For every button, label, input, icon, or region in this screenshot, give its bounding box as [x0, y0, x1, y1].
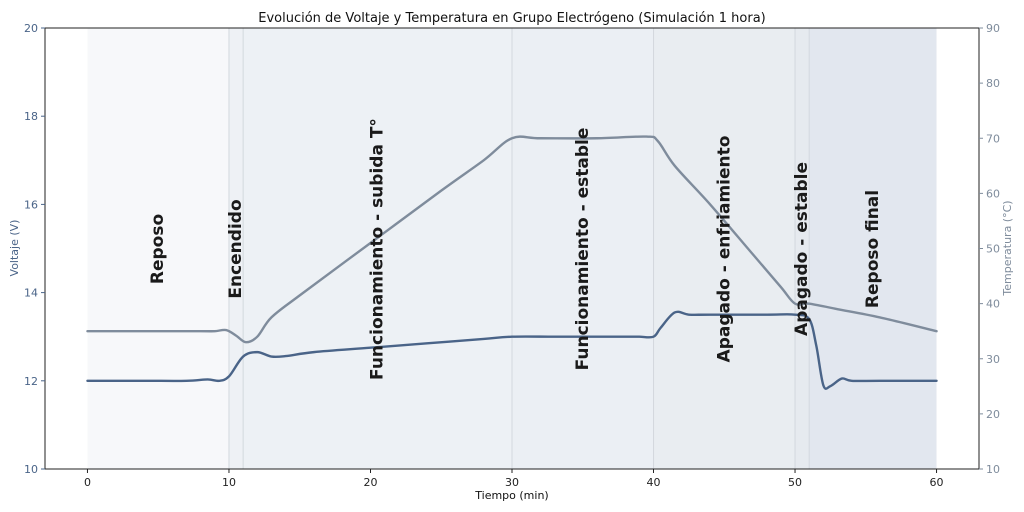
y-right-tick-label: 90: [986, 22, 1000, 35]
phase-region: [809, 28, 937, 469]
temperature-line: [86, 135, 938, 344]
y-right-tick-label: 40: [986, 298, 1000, 311]
phase-labels: Reposo Encendido Funcionamiento - subida T…: [148, 118, 883, 380]
x-tick-label: 40: [647, 476, 661, 489]
y-left-tick-label: 20: [24, 22, 38, 35]
y-right-tick-label: 80: [986, 77, 1000, 90]
x-axis-label: Tiempo (min): [474, 489, 548, 502]
y-right-tick-label: 70: [986, 132, 1000, 145]
phase-region: [243, 28, 512, 469]
x-tick-label: 60: [930, 476, 944, 489]
x-tick-label: 30: [505, 476, 519, 489]
y-axis-right-label: Temperatura (°C): [1001, 200, 1014, 296]
axes: 0 10 20 30 40 50 60 10 12 14 16 18 20 10 20 30 40 50 60 70 8…: [24, 22, 1000, 489]
phase-label: Reposo: [148, 214, 168, 284]
y-left-tick-label: 14: [24, 287, 38, 300]
phase-label: Reposo final: [863, 190, 883, 308]
x-tick-label: 10: [222, 476, 236, 489]
phase-boundaries: [228, 28, 810, 469]
voltage-line: [86, 310, 938, 390]
phase-label: Apagado - enfriamiento: [714, 136, 734, 363]
y-right-tick-label: 30: [986, 353, 1000, 366]
phase-label: Funcionamiento - subida T°: [368, 118, 388, 380]
y-right-tick-label: 60: [986, 187, 1000, 200]
x-tick-label: 50: [788, 476, 802, 489]
phase-label: Funcionamiento - estable: [573, 128, 593, 371]
y-axis-left-label: Voltaje (V): [8, 220, 21, 277]
y-right-tick-label: 20: [986, 408, 1000, 421]
y-right-tick-label: 10: [986, 463, 1000, 476]
y-right-tick-label: 50: [986, 243, 1000, 256]
phase-region: [512, 28, 654, 469]
phase-region: [795, 28, 810, 469]
y-left-tick-label: 16: [24, 198, 38, 211]
y-left-tick-label: 18: [24, 110, 38, 123]
phase-region: [653, 28, 796, 469]
series-layer: [86, 135, 938, 390]
phase-label: Encendido: [226, 199, 246, 298]
y-left-tick-label: 12: [24, 375, 38, 388]
x-tick-label: 0: [84, 476, 91, 489]
phase-backgrounds: [87, 28, 937, 469]
phase-label: Apagado - estable: [792, 162, 812, 336]
x-tick-label: 20: [363, 476, 377, 489]
phase-region: [87, 28, 229, 469]
y-left-tick-label: 10: [24, 463, 38, 476]
chart-title: Evolución de Voltaje y Temperatura en Gr…: [258, 11, 766, 26]
